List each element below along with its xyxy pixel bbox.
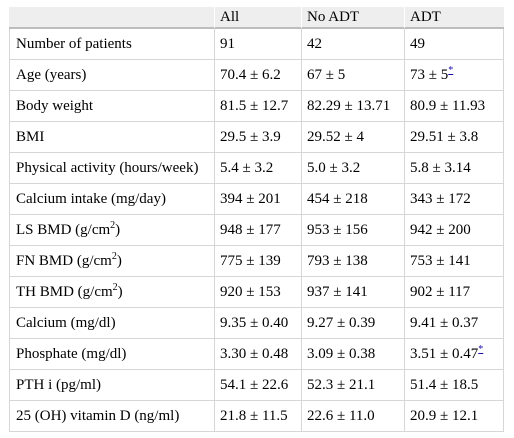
table-row: 25 (OH) vitamin D (ng/ml) 21.8 ± 11.5 22… <box>9 401 504 432</box>
row-label: PTH i (pg/ml) <box>9 370 214 401</box>
footnote-link[interactable]: * <box>448 65 454 76</box>
row-label: FN BMD (g/cm2) <box>9 246 214 277</box>
cell-all: 70.4 ± 6.2 <box>214 60 301 91</box>
table-body: Number of patients 91 42 49 Age (years) … <box>9 29 504 432</box>
row-label-text: LS BMD (g/cm <box>16 222 111 238</box>
cell-adt: 73 ± 5* <box>404 60 504 91</box>
cell-no-adt: 937 ± 141 <box>301 277 404 308</box>
header-adt: ADT <box>404 7 504 29</box>
cell-all: 775 ± 139 <box>214 246 301 277</box>
row-label: 25 (OH) vitamin D (ng/ml) <box>9 401 214 432</box>
row-label: TH BMD (g/cm2) <box>9 277 214 308</box>
row-label: BMI <box>9 122 214 153</box>
row-label-text: TH BMD (g/cm <box>16 284 113 300</box>
cell-adt: 49 <box>404 29 504 60</box>
cell-all: 5.4 ± 3.2 <box>214 153 301 184</box>
cell-no-adt: 42 <box>301 29 404 60</box>
cell-no-adt: 29.52 ± 4 <box>301 122 404 153</box>
cell-all: 29.5 ± 3.9 <box>214 122 301 153</box>
cell-all: 91 <box>214 29 301 60</box>
cell-all: 21.8 ± 11.5 <box>214 401 301 432</box>
cell-all: 9.35 ± 0.40 <box>214 308 301 339</box>
cell-adt: 9.41 ± 0.37 <box>404 308 504 339</box>
cell-no-adt: 953 ± 156 <box>301 215 404 246</box>
cell-adt: 51.4 ± 18.5 <box>404 370 504 401</box>
patient-characteristics-table: All No ADT ADT Number of patients 91 42 … <box>9 7 504 432</box>
row-label: Physical activity (hours/week) <box>9 153 214 184</box>
cell-no-adt: 52.3 ± 21.1 <box>301 370 404 401</box>
row-label: Calcium intake (mg/day) <box>9 184 214 215</box>
header-row: All No ADT ADT <box>9 7 504 29</box>
cell-adt-value: 3.51 ± 0.47 <box>410 346 479 362</box>
header-all: All <box>214 7 301 29</box>
superscript: 2 <box>112 282 118 293</box>
footnote-sup: * <box>448 65 453 76</box>
table-row: TH BMD (g/cm2) 920 ± 153 937 ± 141 902 ±… <box>9 277 504 308</box>
cell-adt: 80.9 ± 11.93 <box>404 91 504 122</box>
row-label: Calcium (mg/dl) <box>9 308 214 339</box>
table-row: Number of patients 91 42 49 <box>9 29 504 60</box>
cell-no-adt: 454 ± 218 <box>301 184 404 215</box>
superscript: 2 <box>110 220 116 231</box>
cell-adt: 3.51 ± 0.47* <box>404 339 504 370</box>
table-row: LS BMD (g/cm2) 948 ± 177 953 ± 156 942 ±… <box>9 215 504 246</box>
cell-no-adt: 9.27 ± 0.39 <box>301 308 404 339</box>
row-label-suffix: ) <box>117 284 123 300</box>
header-label-column <box>9 7 214 29</box>
cell-all: 54.1 ± 22.6 <box>214 370 301 401</box>
cell-adt: 753 ± 141 <box>404 246 504 277</box>
row-label-text: FN BMD (g/cm <box>16 253 112 269</box>
row-label: Phosphate (mg/dl) <box>9 339 214 370</box>
table-row: Body weight 81.5 ± 12.7 82.29 ± 13.71 80… <box>9 91 504 122</box>
table-row: Physical activity (hours/week) 5.4 ± 3.2… <box>9 153 504 184</box>
table-row: BMI 29.5 ± 3.9 29.52 ± 4 29.51 ± 3.8 <box>9 122 504 153</box>
cell-all: 948 ± 177 <box>214 215 301 246</box>
row-label: Body weight <box>9 91 214 122</box>
cell-adt: 5.8 ± 3.14 <box>404 153 504 184</box>
header-no-adt: No ADT <box>301 7 404 29</box>
table-row: Phosphate (mg/dl) 3.30 ± 0.48 3.09 ± 0.3… <box>9 339 504 370</box>
row-label-suffix: ) <box>115 222 121 238</box>
cell-all: 3.30 ± 0.48 <box>214 339 301 370</box>
cell-adt: 902 ± 117 <box>404 277 504 308</box>
table-row: Calcium (mg/dl) 9.35 ± 0.40 9.27 ± 0.39 … <box>9 308 504 339</box>
cell-all: 920 ± 153 <box>214 277 301 308</box>
table-row: Age (years) 70.4 ± 6.2 67 ± 5 73 ± 5* <box>9 60 504 91</box>
cell-no-adt: 67 ± 5 <box>301 60 404 91</box>
row-label-suffix: ) <box>116 253 122 269</box>
table-header: All No ADT ADT <box>9 7 504 29</box>
cell-adt: 29.51 ± 3.8 <box>404 122 504 153</box>
table-row: Calcium intake (mg/day) 394 ± 201 454 ± … <box>9 184 504 215</box>
cell-adt: 343 ± 172 <box>404 184 504 215</box>
cell-adt: 942 ± 200 <box>404 215 504 246</box>
footnote-sup: * <box>478 344 483 355</box>
cell-no-adt: 3.09 ± 0.38 <box>301 339 404 370</box>
cell-adt-value: 73 ± 5 <box>410 67 449 83</box>
row-label: Age (years) <box>9 60 214 91</box>
data-table-container: All No ADT ADT Number of patients 91 42 … <box>9 7 504 432</box>
cell-no-adt: 5.0 ± 3.2 <box>301 153 404 184</box>
table-row: FN BMD (g/cm2) 775 ± 139 793 ± 138 753 ±… <box>9 246 504 277</box>
footnote-link[interactable]: * <box>478 344 484 355</box>
cell-no-adt: 22.6 ± 11.0 <box>301 401 404 432</box>
cell-adt: 20.9 ± 12.1 <box>404 401 504 432</box>
row-label: LS BMD (g/cm2) <box>9 215 214 246</box>
cell-all: 394 ± 201 <box>214 184 301 215</box>
cell-no-adt: 82.29 ± 13.71 <box>301 91 404 122</box>
cell-all: 81.5 ± 12.7 <box>214 91 301 122</box>
superscript: 2 <box>111 251 117 262</box>
row-label: Number of patients <box>9 29 214 60</box>
cell-no-adt: 793 ± 138 <box>301 246 404 277</box>
table-row: PTH i (pg/ml) 54.1 ± 22.6 52.3 ± 21.1 51… <box>9 370 504 401</box>
